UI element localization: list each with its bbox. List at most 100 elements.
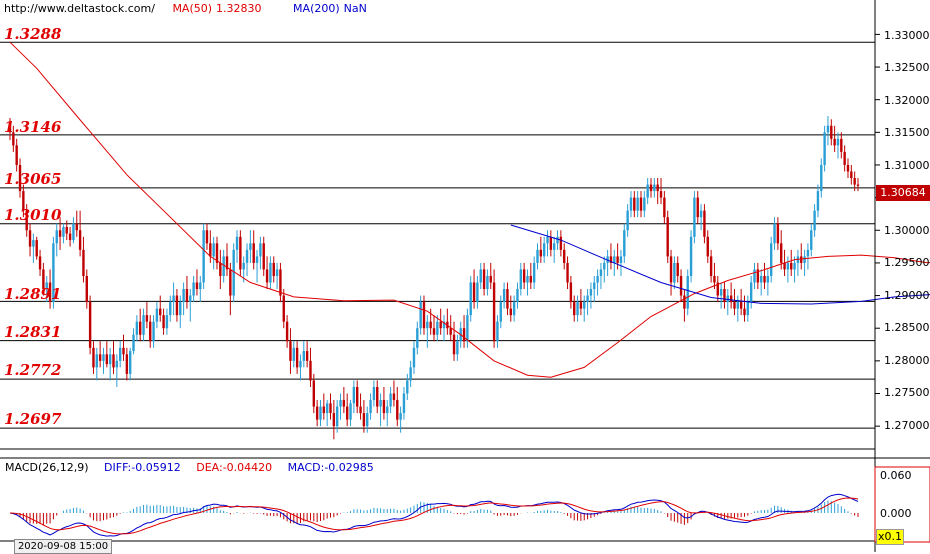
- candle-body: [68, 233, 72, 241]
- candle-body: [379, 400, 382, 407]
- candle-body: [62, 227, 65, 237]
- candle-body: [135, 321, 139, 335]
- candle-body: [806, 249, 810, 257]
- macd-tick-label: 0.060: [880, 469, 912, 482]
- candle-body: [576, 302, 579, 316]
- candle-body: [199, 282, 202, 290]
- candle-body: [713, 275, 716, 283]
- candle-body: [452, 334, 456, 355]
- candle-body: [759, 275, 763, 283]
- candle-body: [793, 262, 796, 270]
- candle-body: [723, 289, 726, 303]
- candle-body: [492, 282, 496, 342]
- candle-body: [462, 328, 466, 342]
- candle-body: [693, 197, 696, 237]
- candle-body: [449, 328, 452, 335]
- candle-body: [616, 256, 619, 263]
- candle-body: [506, 289, 509, 309]
- candle-body: [716, 282, 719, 296]
- candle-body: [743, 308, 746, 316]
- candle-body: [786, 262, 790, 270]
- candle-body: [212, 243, 215, 257]
- candle-body: [159, 308, 162, 316]
- candle-body: [566, 262, 569, 283]
- candle-body: [753, 269, 756, 283]
- candle-body: [526, 275, 529, 283]
- candle-body: [269, 262, 272, 283]
- candle-body: [48, 282, 52, 303]
- price-tick-label: 1.29500: [884, 256, 930, 269]
- candle-body: [766, 275, 770, 283]
- candle-body: [112, 354, 115, 368]
- candle-body: [285, 321, 289, 342]
- candle-body: [646, 184, 649, 198]
- macd-scale-badge[interactable]: x0.1: [876, 529, 904, 545]
- candle-body: [315, 406, 319, 420]
- candle-body: [139, 321, 142, 335]
- candle-body: [8, 122, 12, 133]
- ma200-name: MA(200): [293, 2, 340, 15]
- candle-body: [856, 184, 860, 186]
- candle-body: [255, 256, 259, 263]
- candle-body: [749, 282, 753, 303]
- candle-body: [679, 275, 683, 296]
- candle-body: [122, 347, 125, 355]
- candle-body: [529, 275, 533, 283]
- candle-body: [102, 354, 105, 361]
- candle-body: [305, 351, 309, 361]
- candle-body: [92, 347, 95, 368]
- candle-body: [245, 249, 249, 263]
- candle-body: [623, 230, 626, 257]
- candle-body: [649, 184, 653, 192]
- candle-body: [583, 302, 586, 309]
- candle-body: [239, 236, 242, 270]
- candle-body: [399, 413, 402, 420]
- ma50-value: 1.32830: [216, 2, 262, 15]
- candle-body: [536, 249, 539, 263]
- candle-body: [559, 236, 563, 250]
- candle-body: [563, 249, 566, 263]
- candle-body: [619, 256, 623, 263]
- candle-body: [242, 262, 245, 270]
- candle-body: [232, 249, 235, 296]
- price-tick-label: 1.31000: [884, 159, 930, 172]
- candle-body: [192, 282, 195, 296]
- candle-body: [516, 289, 519, 303]
- candle-body: [736, 302, 740, 309]
- candle-body: [666, 217, 669, 257]
- candle-body: [773, 223, 776, 244]
- candle-body: [392, 393, 396, 401]
- candle-body: [853, 178, 856, 185]
- candle-body: [729, 295, 733, 303]
- candle-body: [636, 197, 639, 211]
- candle-body: [412, 347, 416, 368]
- candle-body: [482, 269, 486, 290]
- candle-body: [52, 243, 55, 303]
- candle-body: [202, 230, 205, 283]
- candle-body: [739, 302, 743, 309]
- candle-body: [532, 262, 536, 283]
- candle-body: [169, 302, 172, 316]
- candle-body: [65, 227, 68, 234]
- candle-body: [382, 400, 386, 414]
- candle-body: [639, 197, 643, 211]
- candle-body: [349, 403, 352, 420]
- candle-body: [539, 249, 543, 257]
- candle-body: [840, 138, 843, 152]
- price-tick-label: 1.28500: [884, 321, 930, 334]
- candle-body: [850, 171, 853, 179]
- candle-body: [683, 295, 686, 309]
- candle-body: [145, 315, 149, 322]
- candle-body: [686, 275, 689, 309]
- candle-body: [78, 230, 82, 250]
- candle-body: [215, 243, 219, 263]
- candle-body: [125, 354, 129, 374]
- candle-body: [58, 230, 62, 237]
- candle-body: [512, 302, 516, 316]
- candle-body: [352, 386, 356, 404]
- price-tick-label: 1.33000: [884, 29, 930, 42]
- candle-body: [182, 289, 185, 303]
- candle-body: [325, 403, 329, 414]
- candle-body: [329, 403, 332, 414]
- macd-value-label: MACD:-0.02985: [287, 461, 374, 474]
